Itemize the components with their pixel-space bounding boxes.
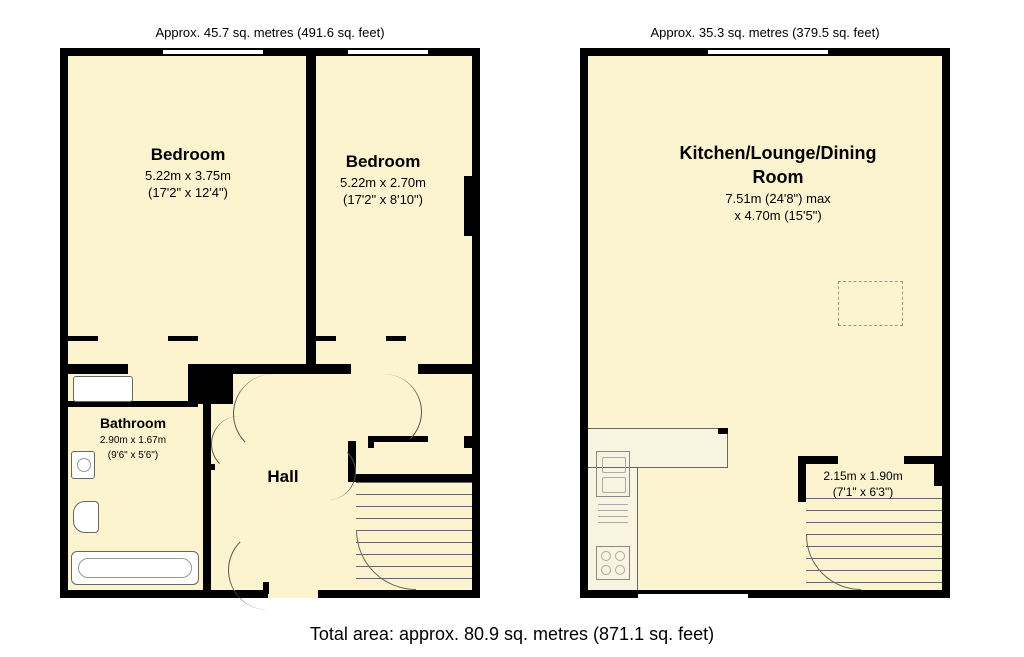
bedroom1-label: Bedroom 5.22m x 3.75m (17'2" x 12'4") [98, 144, 278, 202]
interior-wall [203, 464, 215, 470]
room-name: Hall [233, 466, 333, 489]
dashed-feature [838, 281, 903, 326]
total-area-label: Total area: approx. 80.9 sq. metres (871… [0, 624, 1024, 645]
wall-stub [368, 436, 428, 442]
room-name: Bedroom [98, 144, 278, 167]
threshold [638, 590, 748, 594]
drainer-icon [598, 504, 628, 534]
left-area-label: Approx. 45.7 sq. metres (491.6 sq. feet) [60, 25, 480, 40]
closet-wall [386, 336, 406, 341]
room-dim-imperial: (9'6" x 5'6") [108, 450, 158, 461]
stairs-icon [806, 498, 942, 590]
wall-notch [464, 176, 480, 184]
room-name: Bedroom [303, 151, 463, 174]
right-floor-container: Approx. 35.3 sq. metres (379.5 sq. feet) [580, 25, 950, 598]
bathtub-icon [71, 551, 199, 585]
room-dim-line1: 7.51m (24'8") max [725, 191, 830, 206]
closet-wall [168, 336, 198, 341]
sink-icon [596, 451, 630, 497]
room-name: Bathroom [53, 414, 213, 433]
window-icon [708, 48, 828, 56]
hob-icon [596, 546, 630, 580]
wall-stub [718, 428, 728, 434]
room-dim-metric: 2.15m x 1.90m [823, 469, 902, 483]
door-arc-icon [233, 374, 313, 454]
interior-wall [68, 364, 128, 374]
left-floor-plan: Bedroom 5.22m x 3.75m (17'2" x 12'4") Be… [60, 48, 480, 598]
kitchen-lounge-label: Kitchen/Lounge/Dining Room 7.51m (24'8")… [668, 141, 888, 225]
window-icon [163, 48, 263, 56]
interior-wall [798, 456, 838, 464]
room-name: Kitchen/Lounge/Dining Room [668, 141, 888, 190]
wall-notch [464, 176, 472, 236]
door-gap [268, 590, 318, 598]
wall-block [188, 364, 233, 404]
wall-stub [464, 436, 472, 448]
bedroom2-label: Bedroom 5.22m x 2.70m (17'2" x 8'10") [303, 151, 463, 209]
right-floor-plan: Kitchen/Lounge/Dining Room 7.51m (24'8")… [580, 48, 950, 598]
stairs-icon [356, 482, 472, 590]
closet-wall [316, 336, 336, 341]
stair-area-label: 2.15m x 1.90m (7'1" x 6'3") [783, 468, 943, 500]
interior-wall [418, 364, 472, 374]
door-arc-icon [228, 530, 308, 610]
bathroom-label: Bathroom 2.90m x 1.67m (9'6" x 5'6") [53, 414, 213, 463]
room-dim-metric: 2.90m x 1.67m [100, 435, 166, 446]
room-dim-imperial: (17'2" x 8'10") [343, 192, 423, 207]
interior-wall [348, 474, 472, 482]
right-area-label: Approx. 35.3 sq. metres (379.5 sq. feet) [580, 25, 950, 40]
hall-label: Hall [233, 466, 333, 489]
window-icon [348, 48, 428, 56]
room-dim-line2: x 4.70m (15'5") [734, 208, 821, 223]
room-dim-imperial: (7'1" x 6'3") [833, 485, 893, 499]
wall-stub [263, 582, 269, 594]
room-dim-metric: 5.22m x 2.70m [340, 175, 426, 190]
interior-wall [306, 364, 351, 374]
left-floor-container: Approx. 45.7 sq. metres (491.6 sq. feet) [60, 25, 480, 598]
room-dim-imperial: (17'2" x 12'4") [148, 185, 228, 200]
room-dim-metric: 5.22m x 3.75m [145, 168, 231, 183]
shower-icon [73, 376, 133, 402]
interior-wall [306, 56, 316, 371]
closet-wall [68, 336, 98, 341]
toilet-icon [73, 501, 99, 533]
door-arc-icon [211, 416, 267, 472]
